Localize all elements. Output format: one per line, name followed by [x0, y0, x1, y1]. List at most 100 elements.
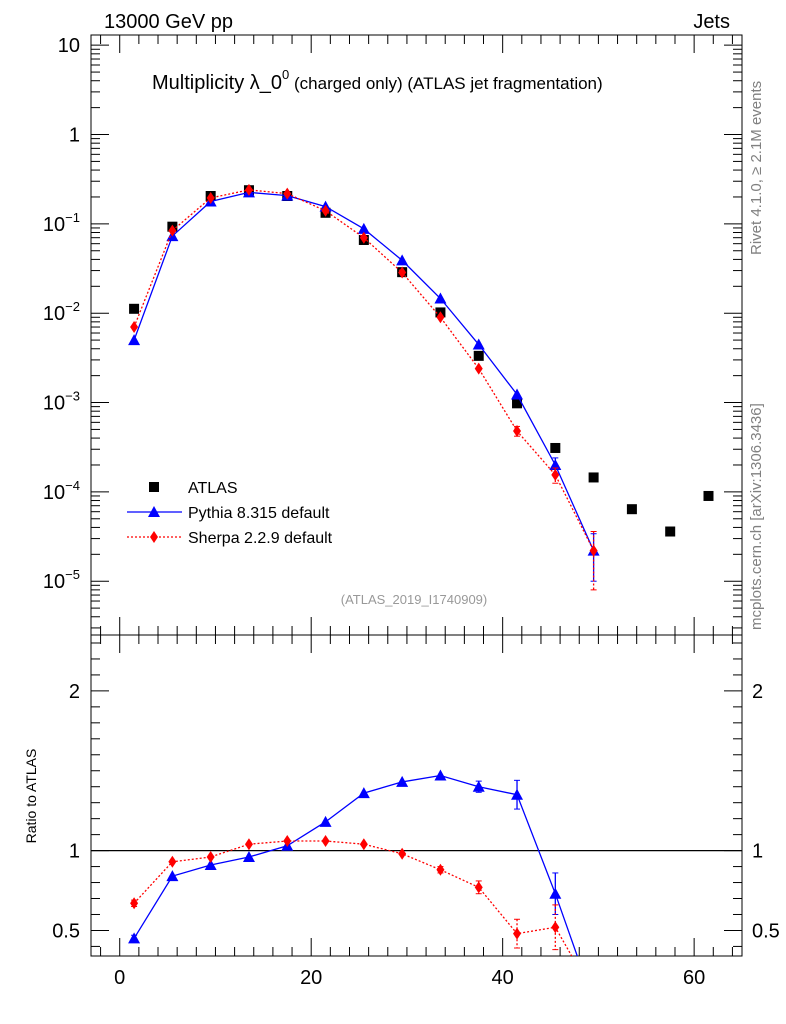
ratio-y-tick-label: 2: [69, 681, 80, 703]
title-subtitle: (charged only) (ATLAS jet fragmentation): [289, 74, 602, 93]
y-tick-label: 10−3: [43, 389, 80, 415]
ratio-y-tick-label: 0.5: [52, 920, 80, 942]
analysis-id: (ATLAS_2019_I1740909): [341, 592, 487, 607]
ratio-series-pythia: [128, 769, 600, 1007]
pythia-point: [357, 222, 370, 234]
title-superscript: 0: [282, 67, 289, 82]
ratio-sherpa-point: [474, 881, 483, 894]
x-tick-label: 60: [683, 967, 705, 989]
y-tick-label: 10−2: [43, 299, 80, 325]
ratio-pythia-point: [396, 775, 409, 787]
legend-label: Sherpa 2.2.9 default: [188, 530, 333, 547]
x-tick-label: 20: [300, 967, 322, 989]
ratio-sherpa-point: [244, 838, 253, 851]
main-data: [128, 183, 714, 591]
ratio-pythia-point: [319, 815, 332, 827]
ratio-axes: 0.5 0.51 12 20 20 40 60: [52, 635, 780, 989]
sherpa-point: [436, 311, 445, 324]
sherpa-point: [513, 425, 522, 438]
main-y-axis: 10 1 10−1 10−2 10−3 10−4 10−5: [43, 35, 742, 635]
atlas-point: [703, 490, 714, 501]
ratio-sherpa-point: [206, 850, 215, 863]
legend-item-atlas: ATLAS: [149, 480, 238, 497]
ratio-y-tick-label-right: 0.5: [752, 920, 780, 942]
atlas-point: [588, 472, 599, 483]
y-tick-label: 10−5: [43, 567, 80, 593]
sherpa-point: [206, 191, 215, 204]
rivet-version: Rivet 4.1.0, ≥ 2.1M events: [748, 81, 765, 255]
sherpa-point: [551, 468, 560, 481]
energy-label: 13000 GeV pp: [104, 11, 233, 33]
ratio-pythia-point: [204, 858, 217, 870]
legend-label: ATLAS: [188, 480, 238, 497]
atlas-point: [512, 398, 523, 409]
ratio-sherpa-point: [551, 921, 560, 934]
ratio-pythia-point: [434, 769, 447, 781]
ratio-data: [91, 769, 742, 1007]
atlas-point: [665, 526, 676, 537]
ratio-pythia-point: [588, 996, 600, 1007]
ratio-sherpa-point: [590, 988, 598, 1000]
sherpa-point: [130, 321, 139, 334]
process-label: Jets: [693, 11, 730, 33]
ratio-sherpa-point: [513, 927, 522, 940]
x-tick-label: 40: [492, 967, 514, 989]
ratio-y-tick-label-right: 2: [752, 681, 763, 703]
sherpa-point: [398, 266, 407, 279]
ratio-pythia-point: [472, 780, 485, 792]
pythia-point: [511, 388, 524, 400]
atlas-point: [626, 504, 637, 515]
ratio-pythia-point: [166, 870, 179, 882]
legend: ATLAS Pythia 8.315 default Sherpa 2.2.9 de…: [127, 480, 333, 547]
plot-title: Multiplicity λ_00 (charged only) (ATLAS …: [152, 67, 603, 94]
series-sherpa: [130, 183, 598, 591]
sherpa-point: [244, 183, 253, 196]
atlas-point: [473, 350, 484, 361]
ratio-sherpa-point: [398, 847, 407, 860]
pythia-point: [396, 254, 409, 266]
legend-marker: [150, 531, 158, 543]
ratio-pythia-line: [133, 774, 578, 956]
sherpa-point: [283, 187, 292, 200]
pythia-point: [472, 338, 485, 350]
y-tick-label: 10−1: [43, 210, 80, 236]
sherpa-point: [359, 231, 368, 244]
ratio-sherpa-line: [133, 840, 573, 956]
ratio-sherpa-point: [168, 855, 177, 868]
ratio-sherpa-point: [436, 863, 445, 876]
legend-marker: [148, 506, 160, 517]
atlas-point: [129, 303, 140, 314]
sherpa-point: [589, 544, 598, 557]
legend-label: Pythia 8.315 default: [188, 505, 330, 522]
title-main: Multiplicity λ_0: [152, 72, 282, 94]
ratio-y-tick-label-right: 1: [752, 841, 763, 863]
pythia-point: [434, 292, 447, 304]
y-tick-label: 10−4: [43, 478, 80, 504]
ratio-sherpa-point: [321, 835, 330, 848]
ratio-sherpa-point: [359, 838, 368, 851]
sherpa-point: [474, 362, 483, 375]
ratio-pythia-point: [511, 788, 524, 800]
ratio-series-sherpa: [130, 835, 598, 1000]
ratio-sherpa-point: [130, 897, 139, 910]
ratio-pythia-point: [549, 887, 562, 899]
legend-item-pythia: Pythia 8.315 default: [127, 505, 330, 522]
legend-item-sherpa: Sherpa 2.2.9 default: [127, 530, 333, 547]
ratio-axis-label: Ratio to ATLAS: [23, 749, 39, 844]
pythia-point: [128, 334, 141, 346]
legend-marker: [149, 482, 159, 492]
pythia-point: [549, 458, 562, 470]
mcplots-credit: mcplots.cern.ch [arXiv:1306.3436]: [748, 403, 765, 630]
ratio-pythia-point: [357, 787, 370, 799]
ratio-plot-frame: [90, 634, 743, 957]
y-tick-label: 1: [69, 125, 80, 147]
atlas-point: [550, 442, 561, 453]
ratio-pythia-point: [128, 932, 141, 944]
y-tick-label: 10: [58, 35, 80, 57]
ratio-y-tick-label: 1: [69, 841, 80, 863]
sherpa-point: [321, 204, 330, 217]
ratio-sherpa-point: [283, 835, 292, 848]
x-tick-label: 0: [114, 967, 125, 989]
ratio-pythia-point: [242, 850, 255, 862]
